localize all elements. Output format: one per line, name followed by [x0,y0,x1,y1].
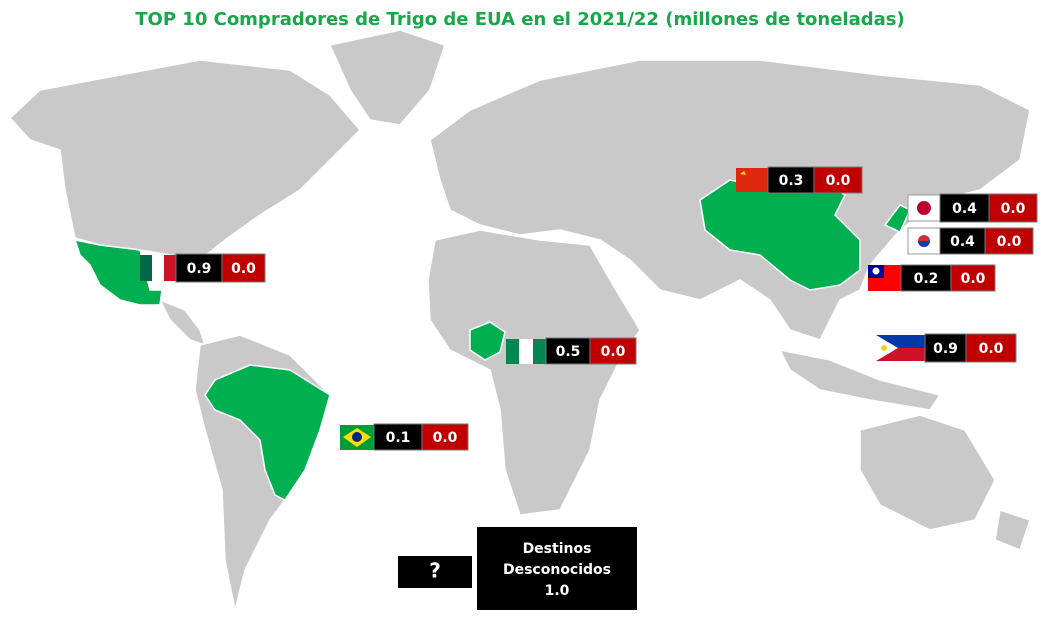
volume-label: 0.5 [556,344,581,360]
volume-label: 0.9 [933,341,958,357]
flag-nigeria [506,339,546,364]
other-label: 0.0 [979,341,1004,357]
other-label: 0.0 [601,344,626,360]
unknown-icon: ? [429,559,441,583]
flags [140,168,941,450]
unknown-label: Destinos [523,541,592,557]
world-map [8,29,1031,611]
flag-brazil [340,425,374,450]
volume-label: 0.9 [187,261,212,277]
volume-label: 0.4 [950,234,975,250]
other-box [589,337,637,365]
volume-label: 0.3 [779,173,804,189]
volume-box [924,333,967,363]
volume-box [939,227,986,255]
other-box [950,264,996,292]
other-label: 0.0 [1001,201,1026,217]
unknown-box [477,527,637,610]
volume-label: 0.4 [952,201,977,217]
flag-taiwan [868,265,901,291]
flag-japan [907,194,941,222]
other-label: 0.0 [826,173,851,189]
other-label: 0.0 [433,430,458,446]
other-box [965,333,1017,363]
unknown-label: Desconocidos [503,562,611,578]
other-box [984,227,1034,255]
volume-box [373,423,423,451]
volume-box [767,166,815,194]
volume-box [545,337,591,365]
other-box [813,166,863,194]
other-box [221,253,266,283]
unknown-icon-box [398,556,472,588]
other-box [988,193,1038,223]
other-label: 0.0 [997,234,1022,250]
other-box [421,423,469,451]
volume-label: 0.2 [914,271,939,287]
unknown-value: 1.0 [545,583,570,599]
volume-box [175,253,223,283]
flag-mexico [140,255,176,281]
volume-box [900,264,952,292]
flag-china [736,168,768,192]
other-label: 0.0 [961,271,986,287]
flag-korea [907,227,941,255]
other-label: 0.0 [231,261,256,277]
map-title: TOP 10 Compradores de Trigo de EUA en el… [135,9,904,30]
flag-philippines [876,335,925,361]
volume-label: 0.1 [386,430,411,446]
